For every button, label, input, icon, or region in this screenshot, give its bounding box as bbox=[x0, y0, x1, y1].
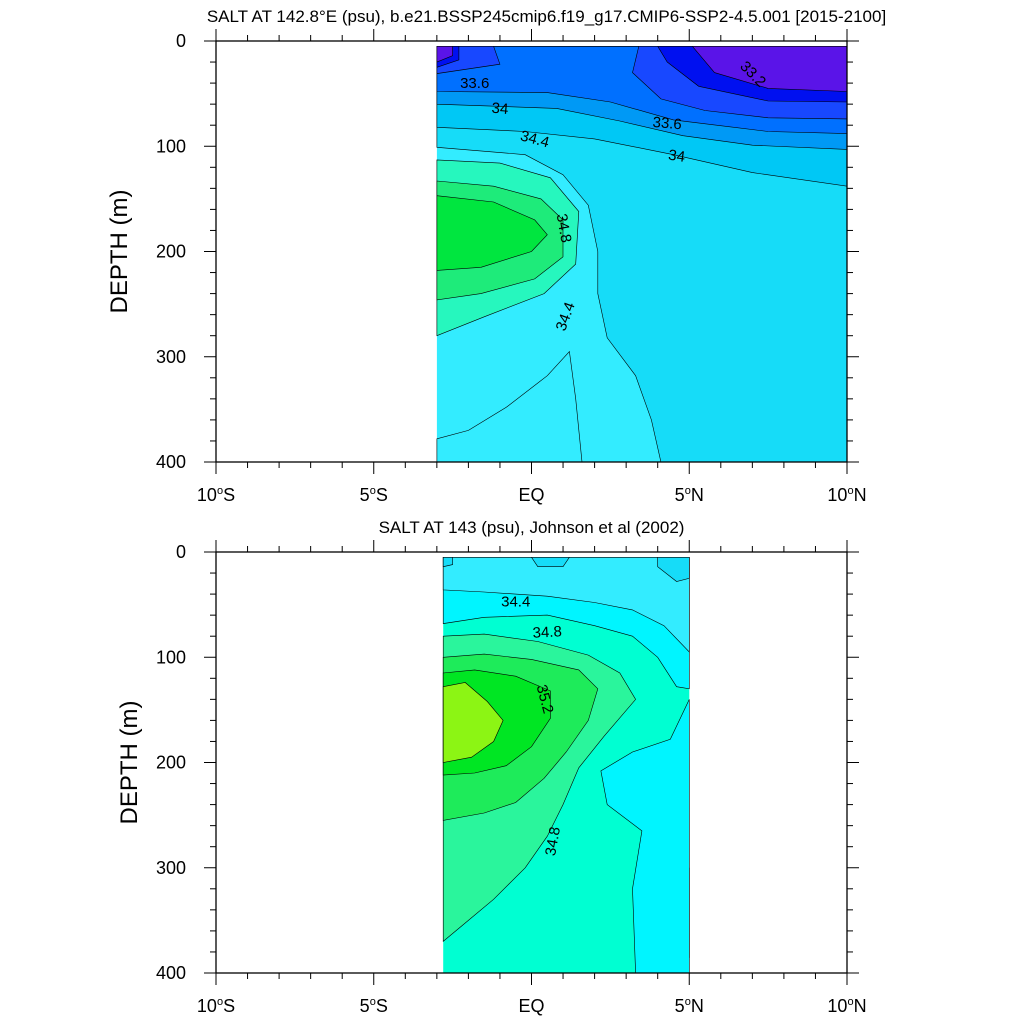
contour-label: 34 bbox=[491, 100, 509, 118]
x-tick-label: 10oN bbox=[827, 485, 866, 505]
y-tick-label: 100 bbox=[156, 136, 186, 156]
y-tick-label: 300 bbox=[156, 347, 186, 367]
x-tick-label: 5oS bbox=[360, 996, 388, 1016]
contour-region bbox=[442, 556, 690, 653]
contour-region bbox=[530, 556, 570, 568]
y-tick-label: 300 bbox=[156, 858, 186, 878]
y-axis-label: DEPTH (m) bbox=[116, 701, 143, 825]
x-tick-label: 5oN bbox=[675, 485, 704, 505]
y-tick-label: 100 bbox=[156, 647, 186, 667]
x-tick-label: EQ bbox=[518, 996, 544, 1016]
contour-label: 34.8 bbox=[542, 825, 564, 857]
chart-title: SALT AT 142.8°E (psu), b.e21.BSSP245cmip… bbox=[207, 7, 886, 26]
contour-label: 33.6 bbox=[460, 75, 489, 92]
contour-region bbox=[436, 45, 453, 63]
contour-region bbox=[691, 45, 848, 92]
y-tick-label: 400 bbox=[156, 963, 186, 983]
contour-region bbox=[436, 195, 548, 271]
ticks bbox=[204, 29, 859, 474]
contour-label: 33.6 bbox=[652, 114, 683, 133]
contour-label: 34.8 bbox=[532, 623, 562, 642]
contour-region bbox=[442, 682, 504, 763]
chart-title: SALT AT 143 (psu), Johnson et al (2002) bbox=[379, 518, 685, 537]
contour-label: 34.8 bbox=[553, 212, 575, 244]
y-tick-label: 200 bbox=[156, 753, 186, 773]
y-tick-label: 200 bbox=[156, 242, 186, 262]
x-tick-label: 5oN bbox=[675, 996, 704, 1016]
y-tick-label: 0 bbox=[176, 542, 186, 562]
contour-fills bbox=[436, 45, 848, 463]
x-tick-label: 10oS bbox=[197, 996, 235, 1016]
x-tick-label: 5oS bbox=[360, 485, 388, 505]
contour-label: 34 bbox=[667, 147, 686, 166]
x-tick-label: 10oS bbox=[197, 485, 235, 505]
contour-label: 34.4 bbox=[518, 127, 551, 151]
contour-fills bbox=[442, 556, 690, 974]
contour-label: 35.2 bbox=[533, 683, 557, 716]
y-tick-label: 400 bbox=[156, 452, 186, 472]
contour-label: 34.4 bbox=[501, 593, 530, 610]
x-tick-label: EQ bbox=[518, 485, 544, 505]
contour-region bbox=[657, 556, 690, 582]
contour-region bbox=[442, 556, 453, 568]
y-axis-label: DEPTH (m) bbox=[106, 190, 133, 314]
x-tick-label: 10oN bbox=[827, 996, 866, 1016]
y-tick-label: 0 bbox=[176, 31, 186, 51]
ticks bbox=[204, 540, 859, 985]
